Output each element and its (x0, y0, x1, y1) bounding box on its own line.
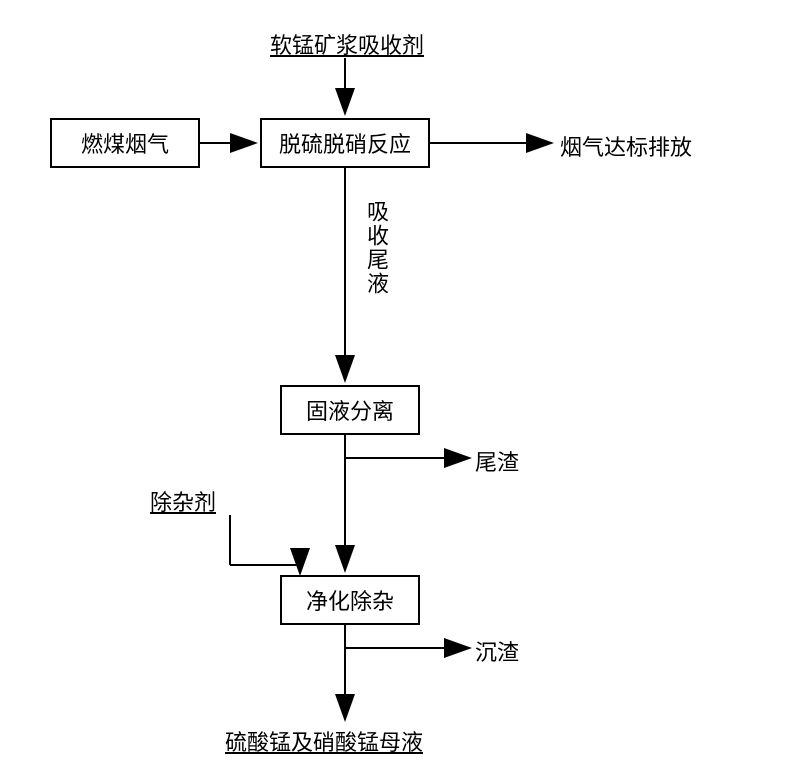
flow-arrows (0, 0, 800, 771)
